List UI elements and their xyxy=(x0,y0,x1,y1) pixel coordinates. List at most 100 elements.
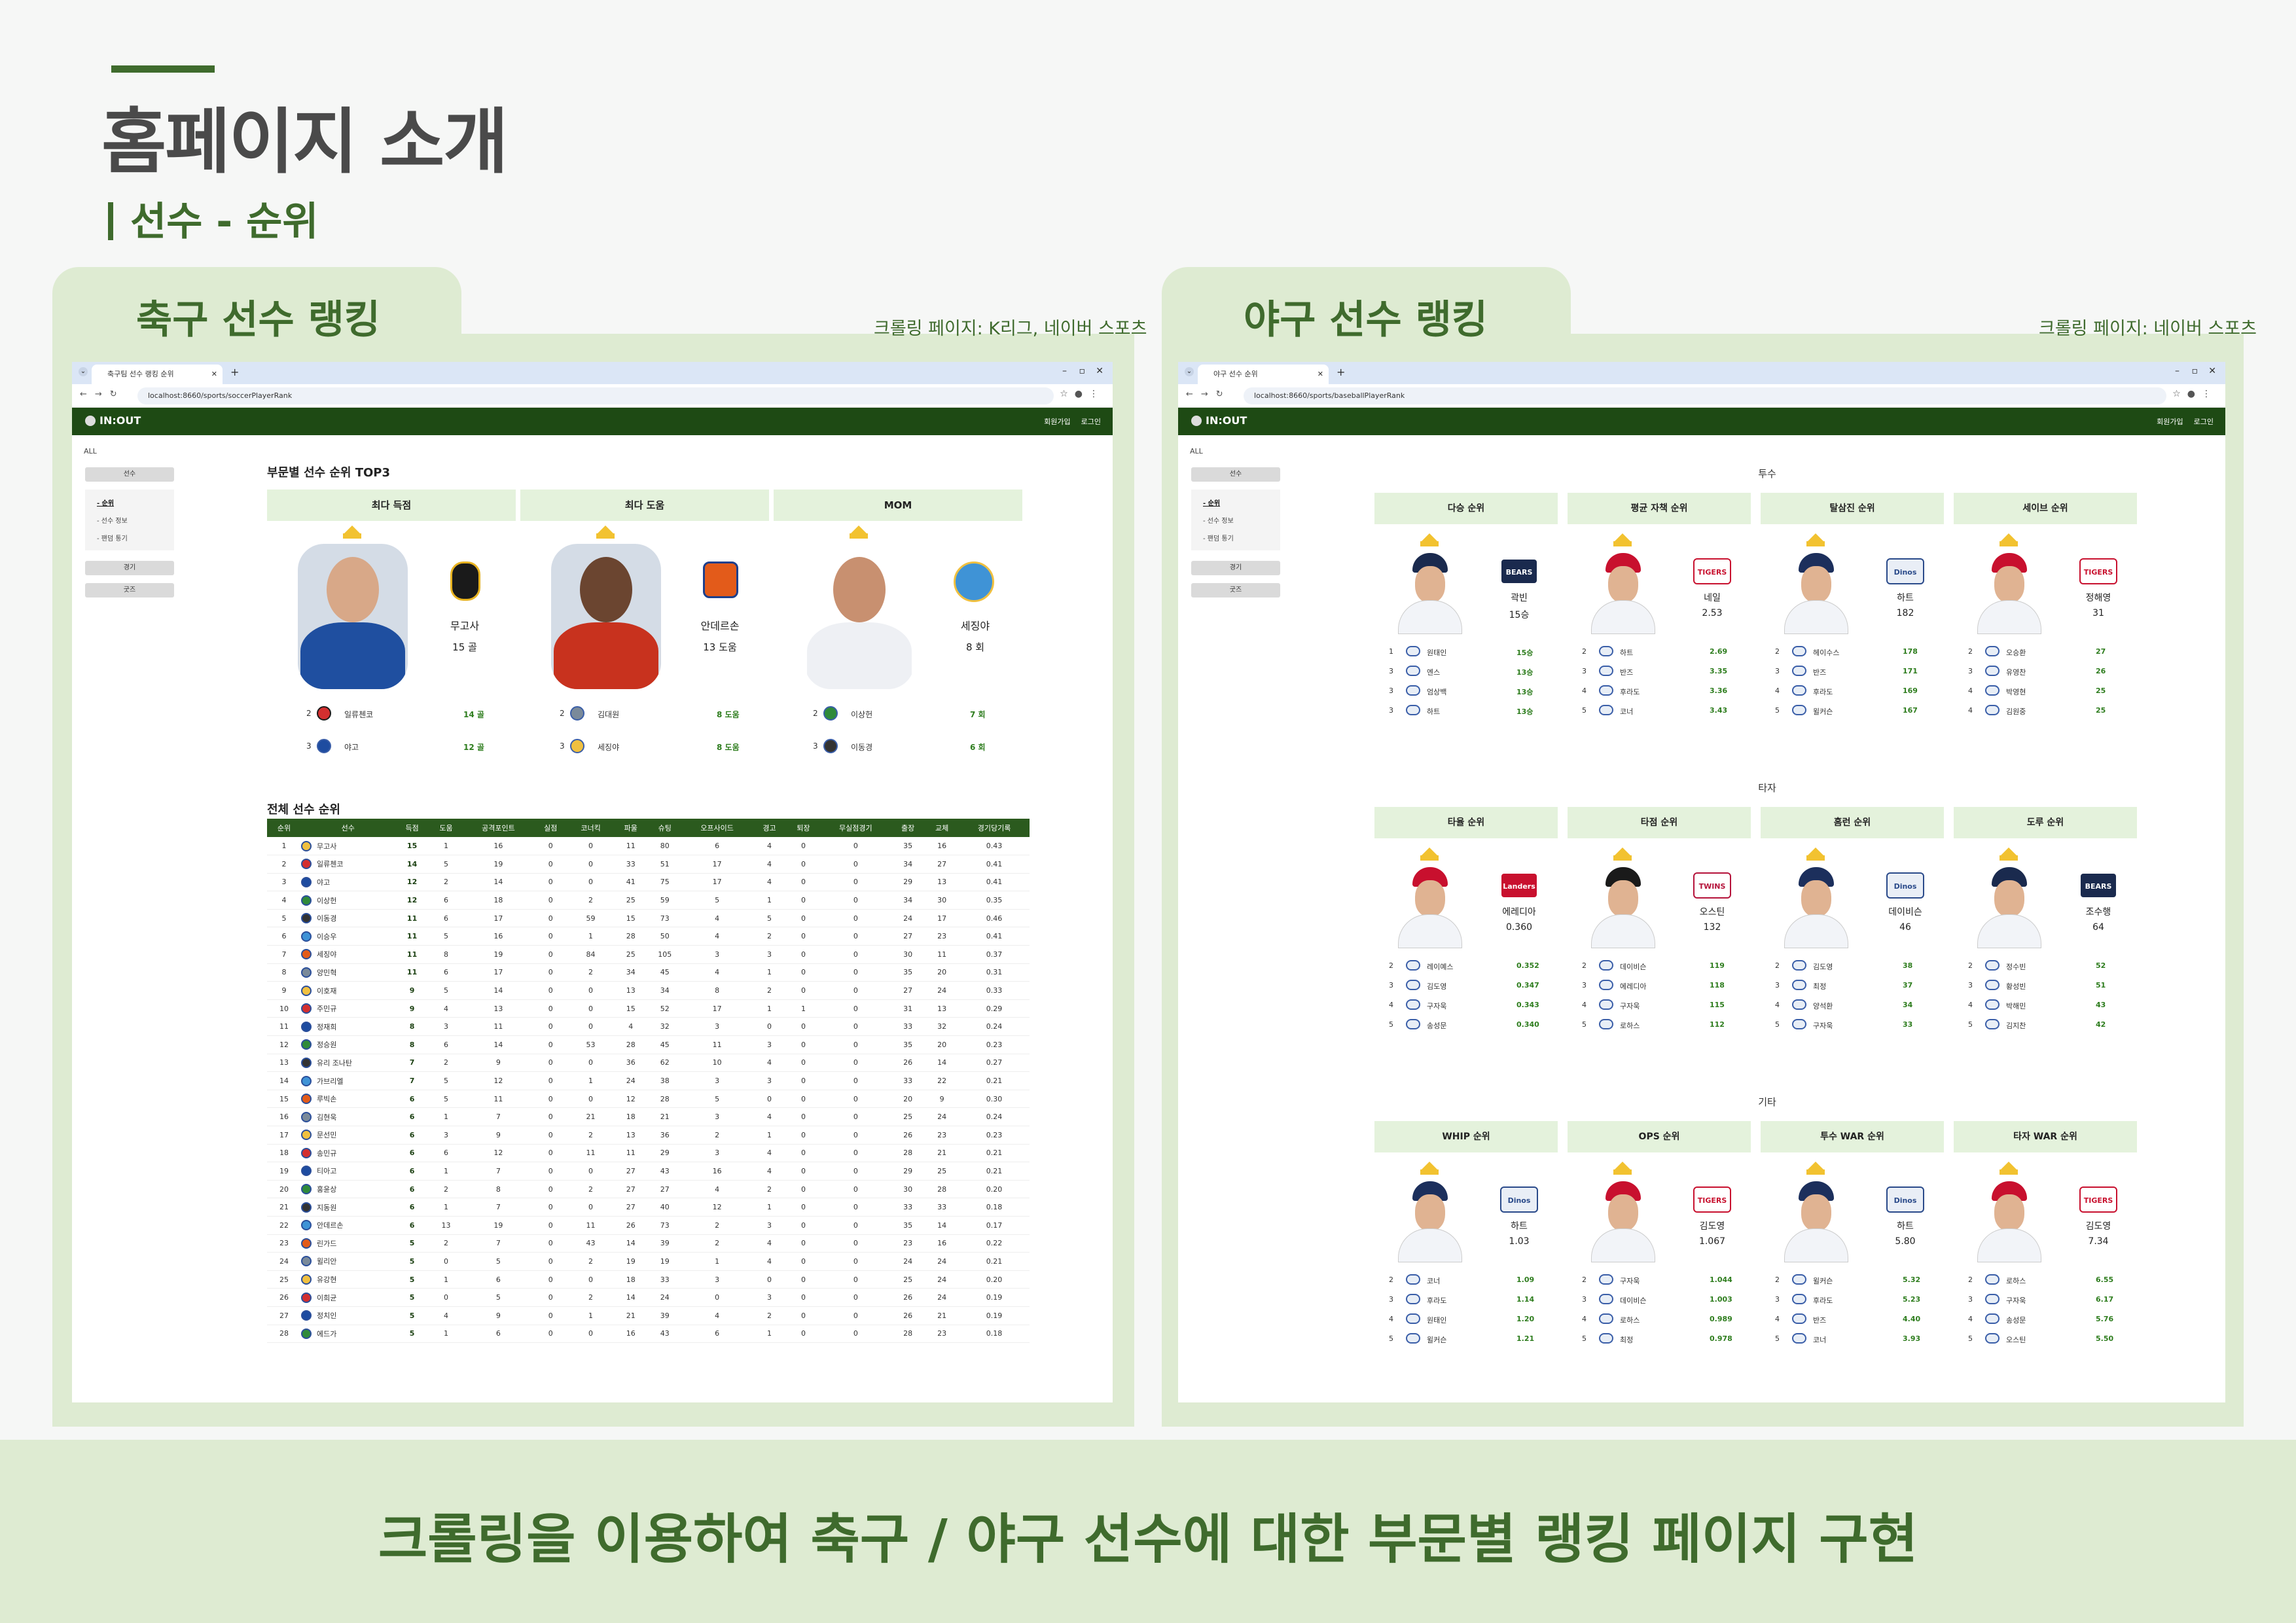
table-row[interactable]: 11 정재희 8 3 11 0 0 4 32 3 0 0 0 33 32 0.24 xyxy=(267,1017,1030,1037)
sidebar-item-fandom[interactable]: - 팬덤 통기 xyxy=(97,535,128,543)
tab-search-icon[interactable]: ⌄ xyxy=(1185,367,1194,376)
table-row[interactable]: 5 이동경 11 6 17 0 59 15 73 4 5 0 0 24 17 0.46 xyxy=(267,909,1030,928)
table-row[interactable]: 8 양민혁 11 6 17 0 2 34 45 4 1 0 0 35 20 0.31 xyxy=(267,963,1030,982)
login-link[interactable]: 로그인 xyxy=(1081,418,1101,426)
table-row[interactable]: 16 김현욱 6 1 7 0 21 18 21 3 4 0 0 25 24 0.24 xyxy=(267,1107,1030,1126)
table-header-cell[interactable]: 경기당기록 xyxy=(959,819,1030,837)
table-row[interactable]: 17 문선민 6 3 9 0 2 13 36 2 1 0 0 26 23 0.23 xyxy=(267,1126,1030,1145)
sidebar-player[interactable]: 선수 xyxy=(85,467,174,482)
sidebar-match[interactable]: 경기 xyxy=(1191,561,1280,575)
toolbar-icons[interactable]: ☆●⋮ xyxy=(1060,389,1105,399)
category-box[interactable]: 타자 WAR 순위 xyxy=(1954,1121,2137,1152)
table-header-cell[interactable]: 파울 xyxy=(613,819,648,837)
table-header-cell[interactable]: 퇴장 xyxy=(786,819,821,837)
table-header-cell[interactable]: 득점 xyxy=(395,819,429,837)
table-row[interactable]: 23 린가드 5 2 7 0 43 14 39 2 4 0 0 23 16 0.22 xyxy=(267,1234,1030,1253)
category-box[interactable]: 도루 순위 xyxy=(1954,807,2137,838)
category-box[interactable]: 홈런 순위 xyxy=(1761,807,1944,838)
category-box[interactable]: 투수 WAR 순위 xyxy=(1761,1121,1944,1152)
table-row[interactable]: 24 윌리안 5 0 5 0 2 19 19 1 4 0 0 24 24 0.21 xyxy=(267,1252,1030,1271)
category-box[interactable]: OPS 순위 xyxy=(1568,1121,1751,1152)
address-bar[interactable]: localhost:8660/sports/soccerPlayerRank xyxy=(137,387,1054,404)
sidebar-match[interactable]: 경기 xyxy=(85,561,174,575)
table-header-cell[interactable]: 공격포인트 xyxy=(463,819,534,837)
table-header-cell[interactable]: 교체 xyxy=(925,819,960,837)
category-mom[interactable]: MOM xyxy=(774,490,1022,521)
category-box[interactable]: 세이브 순위 xyxy=(1954,493,2137,524)
table-row[interactable]: 10 주민규 9 4 13 0 0 15 52 17 1 1 0 31 13 0.29 xyxy=(267,999,1030,1018)
table-header-cell[interactable]: 코너킥 xyxy=(567,819,614,837)
sidebar-item-rank[interactable]: - 순위 xyxy=(1203,500,1221,507)
table-row[interactable]: 3 야고 12 2 14 0 0 41 75 17 4 0 0 29 13 0.41 xyxy=(267,873,1030,892)
table-header-cell[interactable]: 선수 xyxy=(300,819,395,837)
table-row[interactable]: 13 유리 조나탄 7 2 9 0 0 36 62 10 4 0 0 26 14 0.27 xyxy=(267,1054,1030,1073)
category-box[interactable]: WHIP 순위 xyxy=(1374,1121,1558,1152)
sidebar-player[interactable]: 선수 xyxy=(1191,467,1280,482)
table-row[interactable]: 27 정치인 5 4 9 0 1 21 39 4 2 0 0 26 21 0.19 xyxy=(267,1306,1030,1325)
maximize-icon[interactable]: ▫ xyxy=(2191,366,2198,376)
table-row[interactable]: 25 유강현 5 1 6 0 0 18 33 3 0 0 0 25 24 0.20 xyxy=(267,1270,1030,1289)
category-goals[interactable]: 최다 득점 xyxy=(267,490,516,521)
new-tab-icon[interactable]: + xyxy=(1336,366,1346,378)
table-row[interactable]: 26 이희균 5 0 5 0 2 14 24 0 3 0 0 26 24 0.19 xyxy=(267,1288,1030,1307)
table-row[interactable]: 22 안데르손 6 13 19 0 11 26 73 2 3 0 0 35 14 0.17 xyxy=(267,1216,1030,1235)
table-row[interactable]: 4 이상헌 12 6 18 0 2 25 59 5 1 0 0 34 30 0.35 xyxy=(267,891,1030,910)
table-row[interactable]: 18 송민규 6 6 12 0 11 11 29 3 4 0 0 28 21 0.21 xyxy=(267,1144,1030,1163)
table-header-cell[interactable]: 슈팅 xyxy=(647,819,682,837)
table-row[interactable]: 15 루빅손 6 5 11 0 0 12 28 5 0 0 0 20 9 0.30 xyxy=(267,1090,1030,1109)
sidebar-item-rank[interactable]: - 순위 xyxy=(97,500,115,507)
table-header-cell[interactable]: 오프사이드 xyxy=(681,819,753,837)
login-link[interactable]: 로그인 xyxy=(2193,418,2214,426)
category-assists[interactable]: 최다 도움 xyxy=(520,490,769,521)
site-logo[interactable]: IN:OUT xyxy=(1191,414,1247,427)
table-header-cell[interactable]: 출장 xyxy=(891,819,925,837)
sidebar-item-player-info[interactable]: - 선수 정보 xyxy=(97,518,128,525)
table-row[interactable]: 14 가브리엘 7 5 12 0 1 24 38 3 3 0 0 33 22 0.21 xyxy=(267,1071,1030,1090)
table-row[interactable]: 19 티아고 6 1 7 0 0 27 43 16 4 0 0 29 25 0.21 xyxy=(267,1162,1030,1181)
tab-close-icon[interactable]: ✕ xyxy=(1317,370,1323,378)
category-box[interactable]: 평균 자책 순위 xyxy=(1568,493,1751,524)
close-window-icon[interactable]: ✕ xyxy=(1096,366,1103,376)
browser-tab[interactable]: 축구팀 선수 랭킹 순위 ✕ xyxy=(92,365,223,384)
table-row[interactable]: 2 일류첸코 14 5 19 0 0 33 51 17 4 0 0 34 27 0.41 xyxy=(267,855,1030,874)
table-row[interactable]: 9 이호재 9 5 14 0 0 13 34 8 2 0 0 27 24 0.33 xyxy=(267,981,1030,1000)
table-row[interactable]: 28 에드가 5 1 6 0 0 16 43 6 1 0 0 28 23 0.18 xyxy=(267,1325,1030,1344)
maximize-icon[interactable]: ▫ xyxy=(1079,366,1086,376)
sidebar-all[interactable]: ALL xyxy=(1190,447,1203,455)
nav-buttons[interactable]: ←→↻ xyxy=(80,389,125,399)
tab-search-icon[interactable]: ⌄ xyxy=(79,367,88,376)
table-row[interactable]: 1 무고사 15 1 16 0 0 11 80 6 4 0 0 35 16 0.43 xyxy=(267,837,1030,856)
nav-buttons[interactable]: ←→↻ xyxy=(1186,389,1231,399)
sidebar-goods[interactable]: 굿즈 xyxy=(1191,583,1280,597)
tab-close-icon[interactable]: ✕ xyxy=(211,370,217,378)
sidebar-item-player-info[interactable]: - 선수 정보 xyxy=(1203,518,1234,525)
signup-link[interactable]: 회원가입 xyxy=(2157,418,2183,426)
table-header-cell[interactable]: 실점 xyxy=(533,819,568,837)
toolbar-icons[interactable]: ☆●⋮ xyxy=(2172,389,2217,399)
site-logo[interactable]: IN:OUT xyxy=(85,414,141,427)
category-box[interactable]: 탈삼진 순위 xyxy=(1761,493,1944,524)
minimize-icon[interactable]: – xyxy=(1062,366,1067,376)
sidebar-all[interactable]: ALL xyxy=(84,447,97,455)
minimize-icon[interactable]: – xyxy=(2175,366,2179,376)
table-header-cell[interactable]: 도움 xyxy=(429,819,463,837)
browser-tab[interactable]: 야구 선수 순위 ✕ xyxy=(1198,365,1329,384)
category-box[interactable]: 타율 순위 xyxy=(1374,807,1558,838)
team-logo xyxy=(1792,1333,1806,1344)
category-box[interactable]: 타점 순위 xyxy=(1568,807,1751,838)
table-row[interactable]: 12 정승원 8 6 14 0 53 28 45 11 3 0 0 35 20 0.23 xyxy=(267,1035,1030,1054)
close-window-icon[interactable]: ✕ xyxy=(2208,366,2216,376)
table-header-cell[interactable]: 무실점경기 xyxy=(820,819,891,837)
sidebar-item-fandom[interactable]: - 팬덤 통기 xyxy=(1203,535,1234,543)
new-tab-icon[interactable]: + xyxy=(230,366,240,378)
table-row[interactable]: 21 지동원 6 1 7 0 0 27 40 12 1 0 0 33 33 0.18 xyxy=(267,1198,1030,1217)
address-bar[interactable]: localhost:8660/sports/baseballPlayerRank xyxy=(1244,387,2166,404)
table-row[interactable]: 20 홍윤상 6 2 8 0 2 27 27 4 2 0 0 30 28 0.20 xyxy=(267,1180,1030,1199)
signup-link[interactable]: 회원가입 xyxy=(1044,418,1071,426)
table-header-cell[interactable]: 경고 xyxy=(752,819,787,837)
table-row[interactable]: 7 세징야 11 8 19 0 84 25 105 3 3 0 0 30 11 0.37 xyxy=(267,945,1030,964)
category-box[interactable]: 다승 순위 xyxy=(1374,493,1558,524)
sidebar-goods[interactable]: 굿즈 xyxy=(85,583,174,597)
table-header-cell[interactable]: 순위 xyxy=(267,819,301,837)
table-row[interactable]: 6 이승우 11 5 16 0 1 28 50 4 2 0 0 27 23 0.41 xyxy=(267,927,1030,946)
